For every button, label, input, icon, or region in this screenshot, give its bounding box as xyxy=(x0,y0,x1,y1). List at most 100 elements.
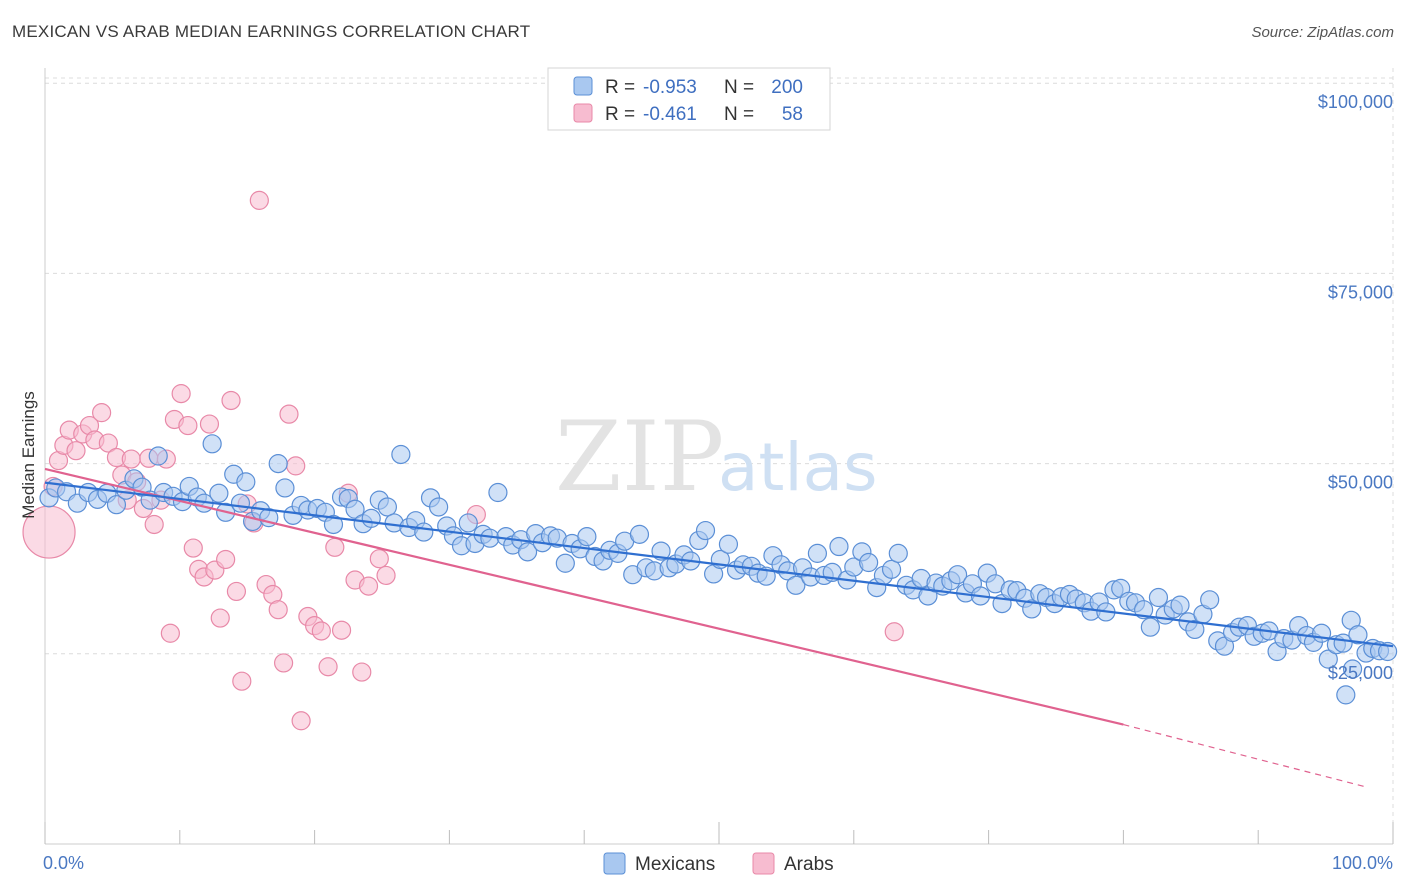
mexicans-point xyxy=(345,499,365,519)
arabs-point xyxy=(121,449,141,469)
legend-n-label-mexicans: N = xyxy=(724,77,754,98)
watermark: ZIP atlas xyxy=(555,401,878,513)
arabs-trendline-extension xyxy=(1123,723,1367,788)
y-tick-label-1: $50,000 xyxy=(1328,473,1393,493)
arabs-point xyxy=(279,404,299,424)
arabs-point xyxy=(268,600,288,620)
arabs-point xyxy=(273,653,294,673)
mexicans-point xyxy=(517,542,538,562)
mexicans-point xyxy=(202,434,222,454)
arabs-point xyxy=(221,390,241,411)
mexicans-point xyxy=(1336,685,1356,705)
legend-swatch-mexicans xyxy=(573,76,593,96)
mexicans-point xyxy=(1348,625,1368,645)
y-tick-label-3: $100,000 xyxy=(1318,92,1393,112)
arabs-point xyxy=(311,621,331,641)
mexicans-point xyxy=(268,454,288,474)
arabs-trendline xyxy=(44,467,1124,726)
arabs-point xyxy=(199,414,220,434)
mexicans-point xyxy=(414,522,434,542)
axes xyxy=(44,68,1394,845)
arabs-point xyxy=(178,415,198,436)
series-mexicans xyxy=(39,434,1398,705)
arabs-point xyxy=(369,549,389,569)
legend-n-value-mexicans: 200 xyxy=(771,77,803,98)
mexicans-point xyxy=(377,497,397,517)
arabs-point xyxy=(884,622,904,642)
mexicans-point xyxy=(1311,623,1332,643)
mexicans-point xyxy=(1200,590,1220,610)
mexicans-point xyxy=(1170,595,1190,615)
arabs-point xyxy=(66,441,86,461)
arabs-point xyxy=(232,671,252,691)
mexicans-point xyxy=(1140,617,1160,637)
arabs-point xyxy=(318,657,338,677)
arabs-point xyxy=(226,581,247,602)
trendlines xyxy=(44,467,1394,788)
mexicans-point xyxy=(859,552,879,573)
arabs-point xyxy=(286,456,306,476)
mexicans-point xyxy=(718,534,739,554)
mexicans-point xyxy=(829,536,849,557)
legend-swatch-arabs xyxy=(573,103,593,123)
x-tick-label-right: 100.0% xyxy=(1332,853,1393,873)
mexicans-point xyxy=(1342,659,1363,679)
mexicans-point xyxy=(429,497,449,517)
legend: R = -0.953 N = 200 R = -0.461 N = 58 xyxy=(547,67,831,131)
mexicans-point xyxy=(888,543,908,563)
mexicans-point xyxy=(361,508,381,528)
arabs-point xyxy=(160,623,180,643)
arabs-point xyxy=(291,711,311,731)
arabs-point xyxy=(210,608,230,628)
mexicans-point xyxy=(488,482,508,503)
bottom-legend: Mexicans Arabs xyxy=(603,852,834,875)
mexicans-point xyxy=(651,541,671,561)
mexicans-point xyxy=(629,524,650,544)
chart-source: Source: ZipAtlas.com xyxy=(1251,24,1394,41)
mexicans-point xyxy=(458,513,478,533)
arabs-point xyxy=(144,514,164,535)
mexicans-point xyxy=(947,565,968,585)
legend-r-label-arabs: R = xyxy=(605,104,635,125)
legend-r-label-mexicans: R = xyxy=(605,77,635,98)
legend-n-label-arabs: N = xyxy=(724,104,754,125)
legend-n-value-arabs: 58 xyxy=(782,104,803,125)
bottom-legend-swatch-arabs xyxy=(752,852,775,875)
arabs-point xyxy=(325,537,345,557)
mexicans-point xyxy=(1148,587,1169,608)
arabs-point xyxy=(249,190,269,210)
watermark-atlas: atlas xyxy=(718,429,878,506)
mexicans-point xyxy=(209,483,229,503)
arabs-point xyxy=(376,565,396,586)
arabs-point xyxy=(98,433,118,453)
mexicans-point xyxy=(391,444,411,465)
arabs-point xyxy=(183,538,203,558)
mexicans-point xyxy=(230,493,251,513)
legend-box xyxy=(547,67,831,131)
legend-r-value-mexicans: -0.953 xyxy=(643,77,697,98)
y-tick-label-2: $75,000 xyxy=(1328,282,1393,302)
arabs-point xyxy=(331,620,352,640)
mexicans-point xyxy=(236,472,256,492)
x-tick-label-left: 0.0% xyxy=(43,853,84,873)
series-arabs xyxy=(22,190,904,731)
mexicans-point xyxy=(1185,619,1205,640)
y-tick-label-0: $25,000 xyxy=(1328,663,1393,683)
y-axis-label: Median Earnings xyxy=(19,391,38,519)
arabs-point xyxy=(171,384,191,404)
watermark-zip: ZIP xyxy=(555,401,724,513)
arabs-point xyxy=(358,576,379,596)
mexicans-point xyxy=(1022,599,1042,619)
tick-labels: $25,000 $50,000 $75,000 $100,000 xyxy=(1318,92,1393,683)
bottom-legend-swatch-mexicans xyxy=(603,852,626,875)
mexicans-point xyxy=(1134,600,1154,620)
mexicans-point xyxy=(555,553,575,573)
chart-title: MEXICAN VS ARAB MEDIAN EARNINGS CORRELAT… xyxy=(12,22,531,41)
arabs-point xyxy=(352,662,372,682)
mexicans-point xyxy=(577,527,597,547)
legend-r-value-arabs: -0.461 xyxy=(643,104,697,125)
mexicans-point xyxy=(1318,649,1338,669)
mexicans-point xyxy=(786,575,806,595)
mexicans-trendline xyxy=(44,481,1394,648)
